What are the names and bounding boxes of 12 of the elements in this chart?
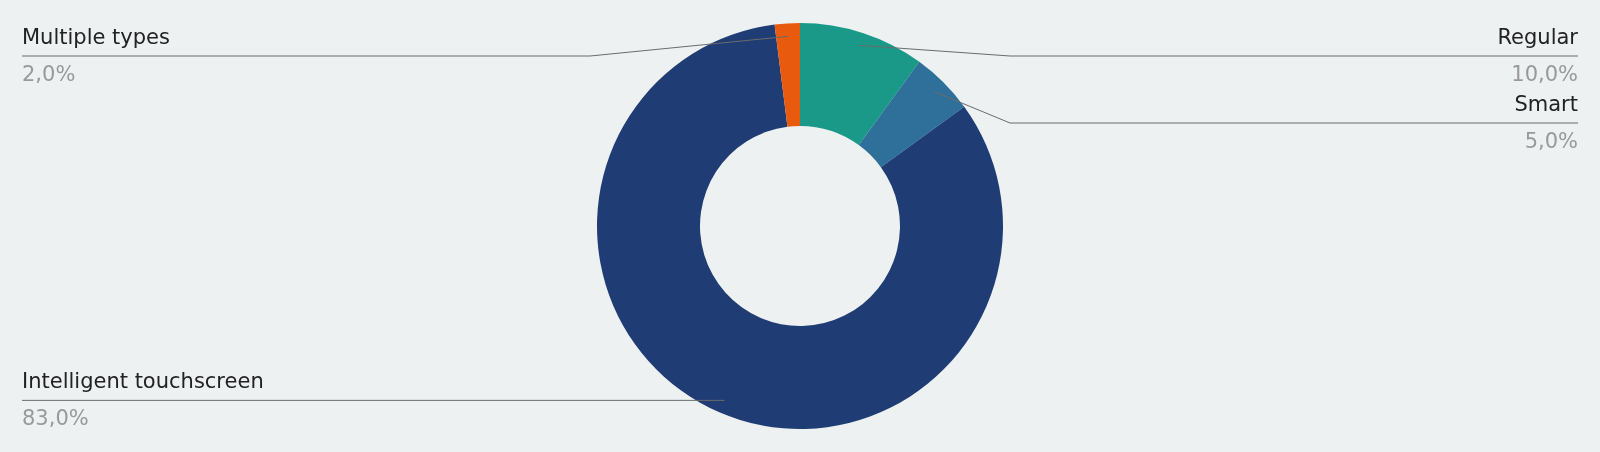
slice-label: Multiple types <box>22 25 170 49</box>
donut-slice <box>774 23 800 127</box>
donut-slice <box>800 23 920 146</box>
data-label: 5,0% <box>1524 129 1578 153</box>
data-label: 2,0% <box>22 62 76 86</box>
donut-slice <box>858 61 965 168</box>
data-label: 83,0% <box>22 406 89 431</box>
data-label: 10,0% <box>1511 62 1578 86</box>
slice-label: Smart <box>1514 92 1578 116</box>
donut-slice <box>597 24 1003 429</box>
slice-label: Intelligent touchscreen <box>22 369 264 394</box>
slice-label: Regular <box>1497 25 1579 49</box>
